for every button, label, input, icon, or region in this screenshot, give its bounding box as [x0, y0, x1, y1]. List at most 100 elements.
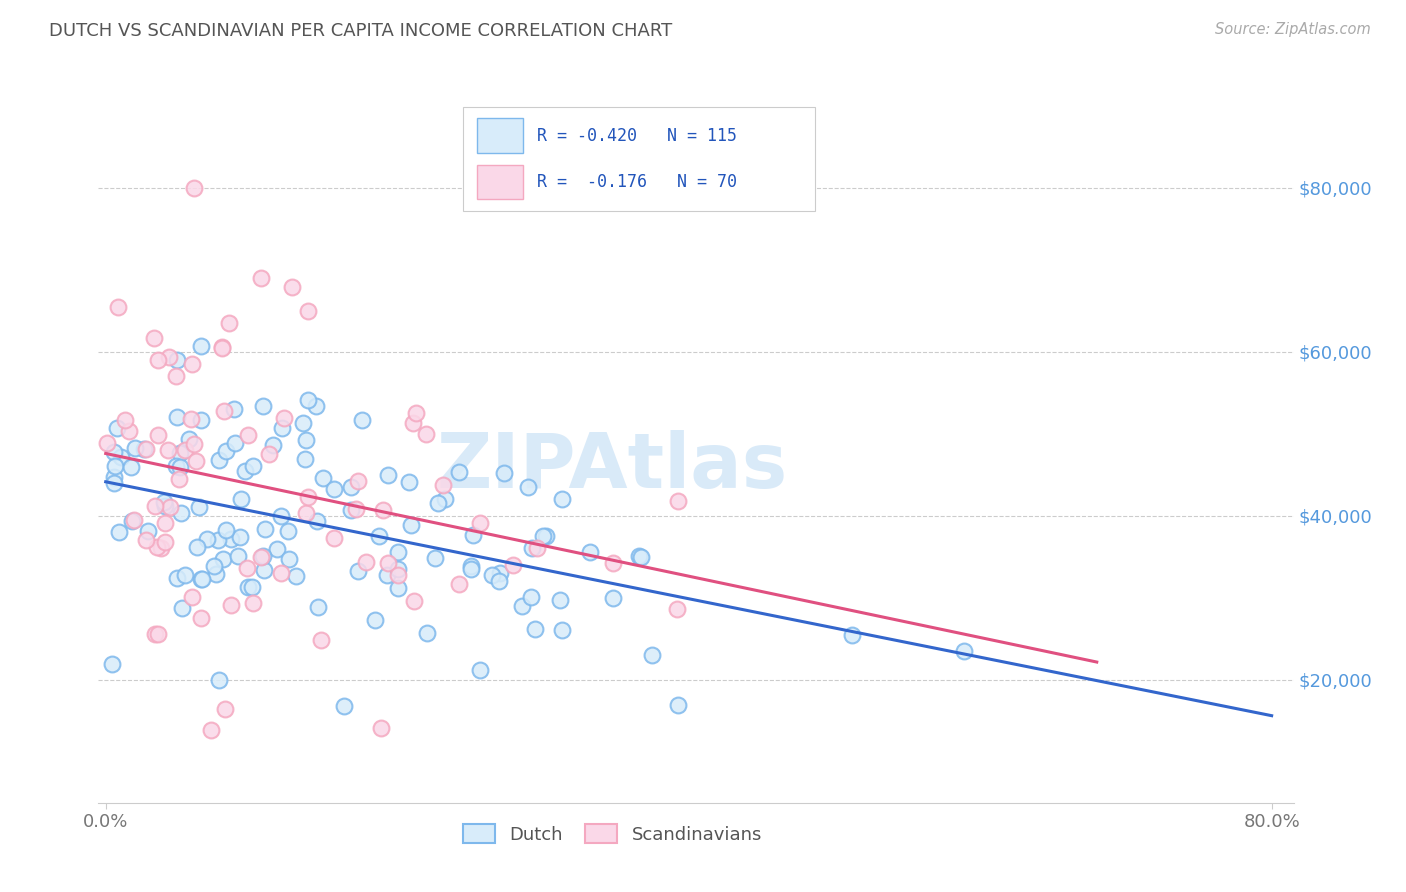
Point [579, 545, 602, 559]
Point [481, 568, 503, 582]
Point [346, 474, 368, 488]
Point [641, 648, 664, 663]
Point [146, 353, 169, 368]
Point [404, 594, 426, 608]
Point [165, 368, 187, 383]
Point [242, 596, 264, 610]
Point [208, 673, 231, 688]
Point [253, 563, 276, 577]
Point [416, 625, 439, 640]
Point [488, 574, 510, 588]
Point [350, 413, 373, 427]
Point [219, 599, 242, 613]
Point [294, 451, 316, 466]
Point [548, 593, 571, 607]
Point [136, 524, 159, 538]
Point [339, 480, 361, 494]
Point [952, 644, 974, 658]
Point [347, 564, 370, 578]
Point [536, 529, 558, 543]
Point [387, 544, 409, 558]
Point [101, 657, 124, 672]
Point [122, 513, 145, 527]
Point [153, 534, 176, 549]
Point [205, 566, 228, 581]
Point [252, 400, 274, 414]
Point [183, 436, 205, 450]
Point [186, 541, 208, 555]
Point [224, 436, 246, 450]
Point [281, 280, 304, 294]
Point [270, 509, 292, 524]
Point [666, 698, 689, 712]
Point [297, 303, 319, 318]
Point [233, 464, 256, 478]
Legend: Dutch, Scandinavians: Dutch, Scandinavians [456, 817, 769, 851]
Point [240, 581, 263, 595]
Point [284, 569, 307, 583]
Point [188, 500, 211, 515]
Point [354, 555, 377, 569]
Point [277, 524, 299, 539]
Point [166, 409, 188, 424]
Point [398, 475, 420, 490]
Point [531, 529, 554, 543]
Point [295, 506, 318, 520]
Point [200, 723, 222, 737]
Point [370, 721, 392, 735]
Point [169, 472, 191, 486]
Point [249, 549, 271, 564]
Point [449, 577, 471, 591]
Point [666, 602, 689, 616]
Point [447, 465, 470, 479]
Point [124, 441, 146, 455]
Point [517, 480, 540, 494]
Point [169, 460, 191, 475]
Point [135, 533, 157, 547]
Point [415, 427, 437, 442]
Point [432, 478, 454, 492]
Point [114, 413, 136, 427]
Point [152, 494, 174, 508]
Point [202, 558, 225, 573]
Point [377, 568, 399, 582]
Point [146, 428, 169, 442]
Point [841, 628, 863, 642]
Point [270, 566, 292, 581]
FancyBboxPatch shape [477, 119, 523, 153]
Point [297, 490, 319, 504]
Point [278, 551, 301, 566]
Point [468, 516, 491, 531]
Point [181, 591, 204, 605]
Point [292, 416, 315, 430]
Point [211, 340, 233, 354]
Point [254, 522, 277, 536]
Point [250, 271, 273, 285]
Point [273, 411, 295, 425]
Point [377, 467, 399, 482]
Point [387, 568, 409, 582]
Point [322, 531, 344, 545]
Point [492, 466, 515, 480]
Point [166, 571, 188, 585]
Point [103, 469, 125, 483]
Point [602, 556, 624, 570]
Point [165, 459, 187, 474]
Point [368, 529, 391, 543]
Point [120, 460, 142, 475]
Point [257, 447, 280, 461]
Point [262, 438, 284, 452]
Point [401, 518, 423, 533]
Point [231, 492, 253, 507]
Point [215, 523, 238, 537]
Point [305, 400, 328, 414]
Point [180, 357, 202, 371]
Point [208, 452, 231, 467]
Point [219, 532, 242, 546]
Point [211, 342, 233, 356]
Text: R =  -0.176   N = 70: R = -0.176 N = 70 [537, 173, 737, 191]
Point [460, 562, 482, 576]
Point [307, 599, 329, 614]
Point [121, 514, 143, 528]
Point [180, 411, 202, 425]
